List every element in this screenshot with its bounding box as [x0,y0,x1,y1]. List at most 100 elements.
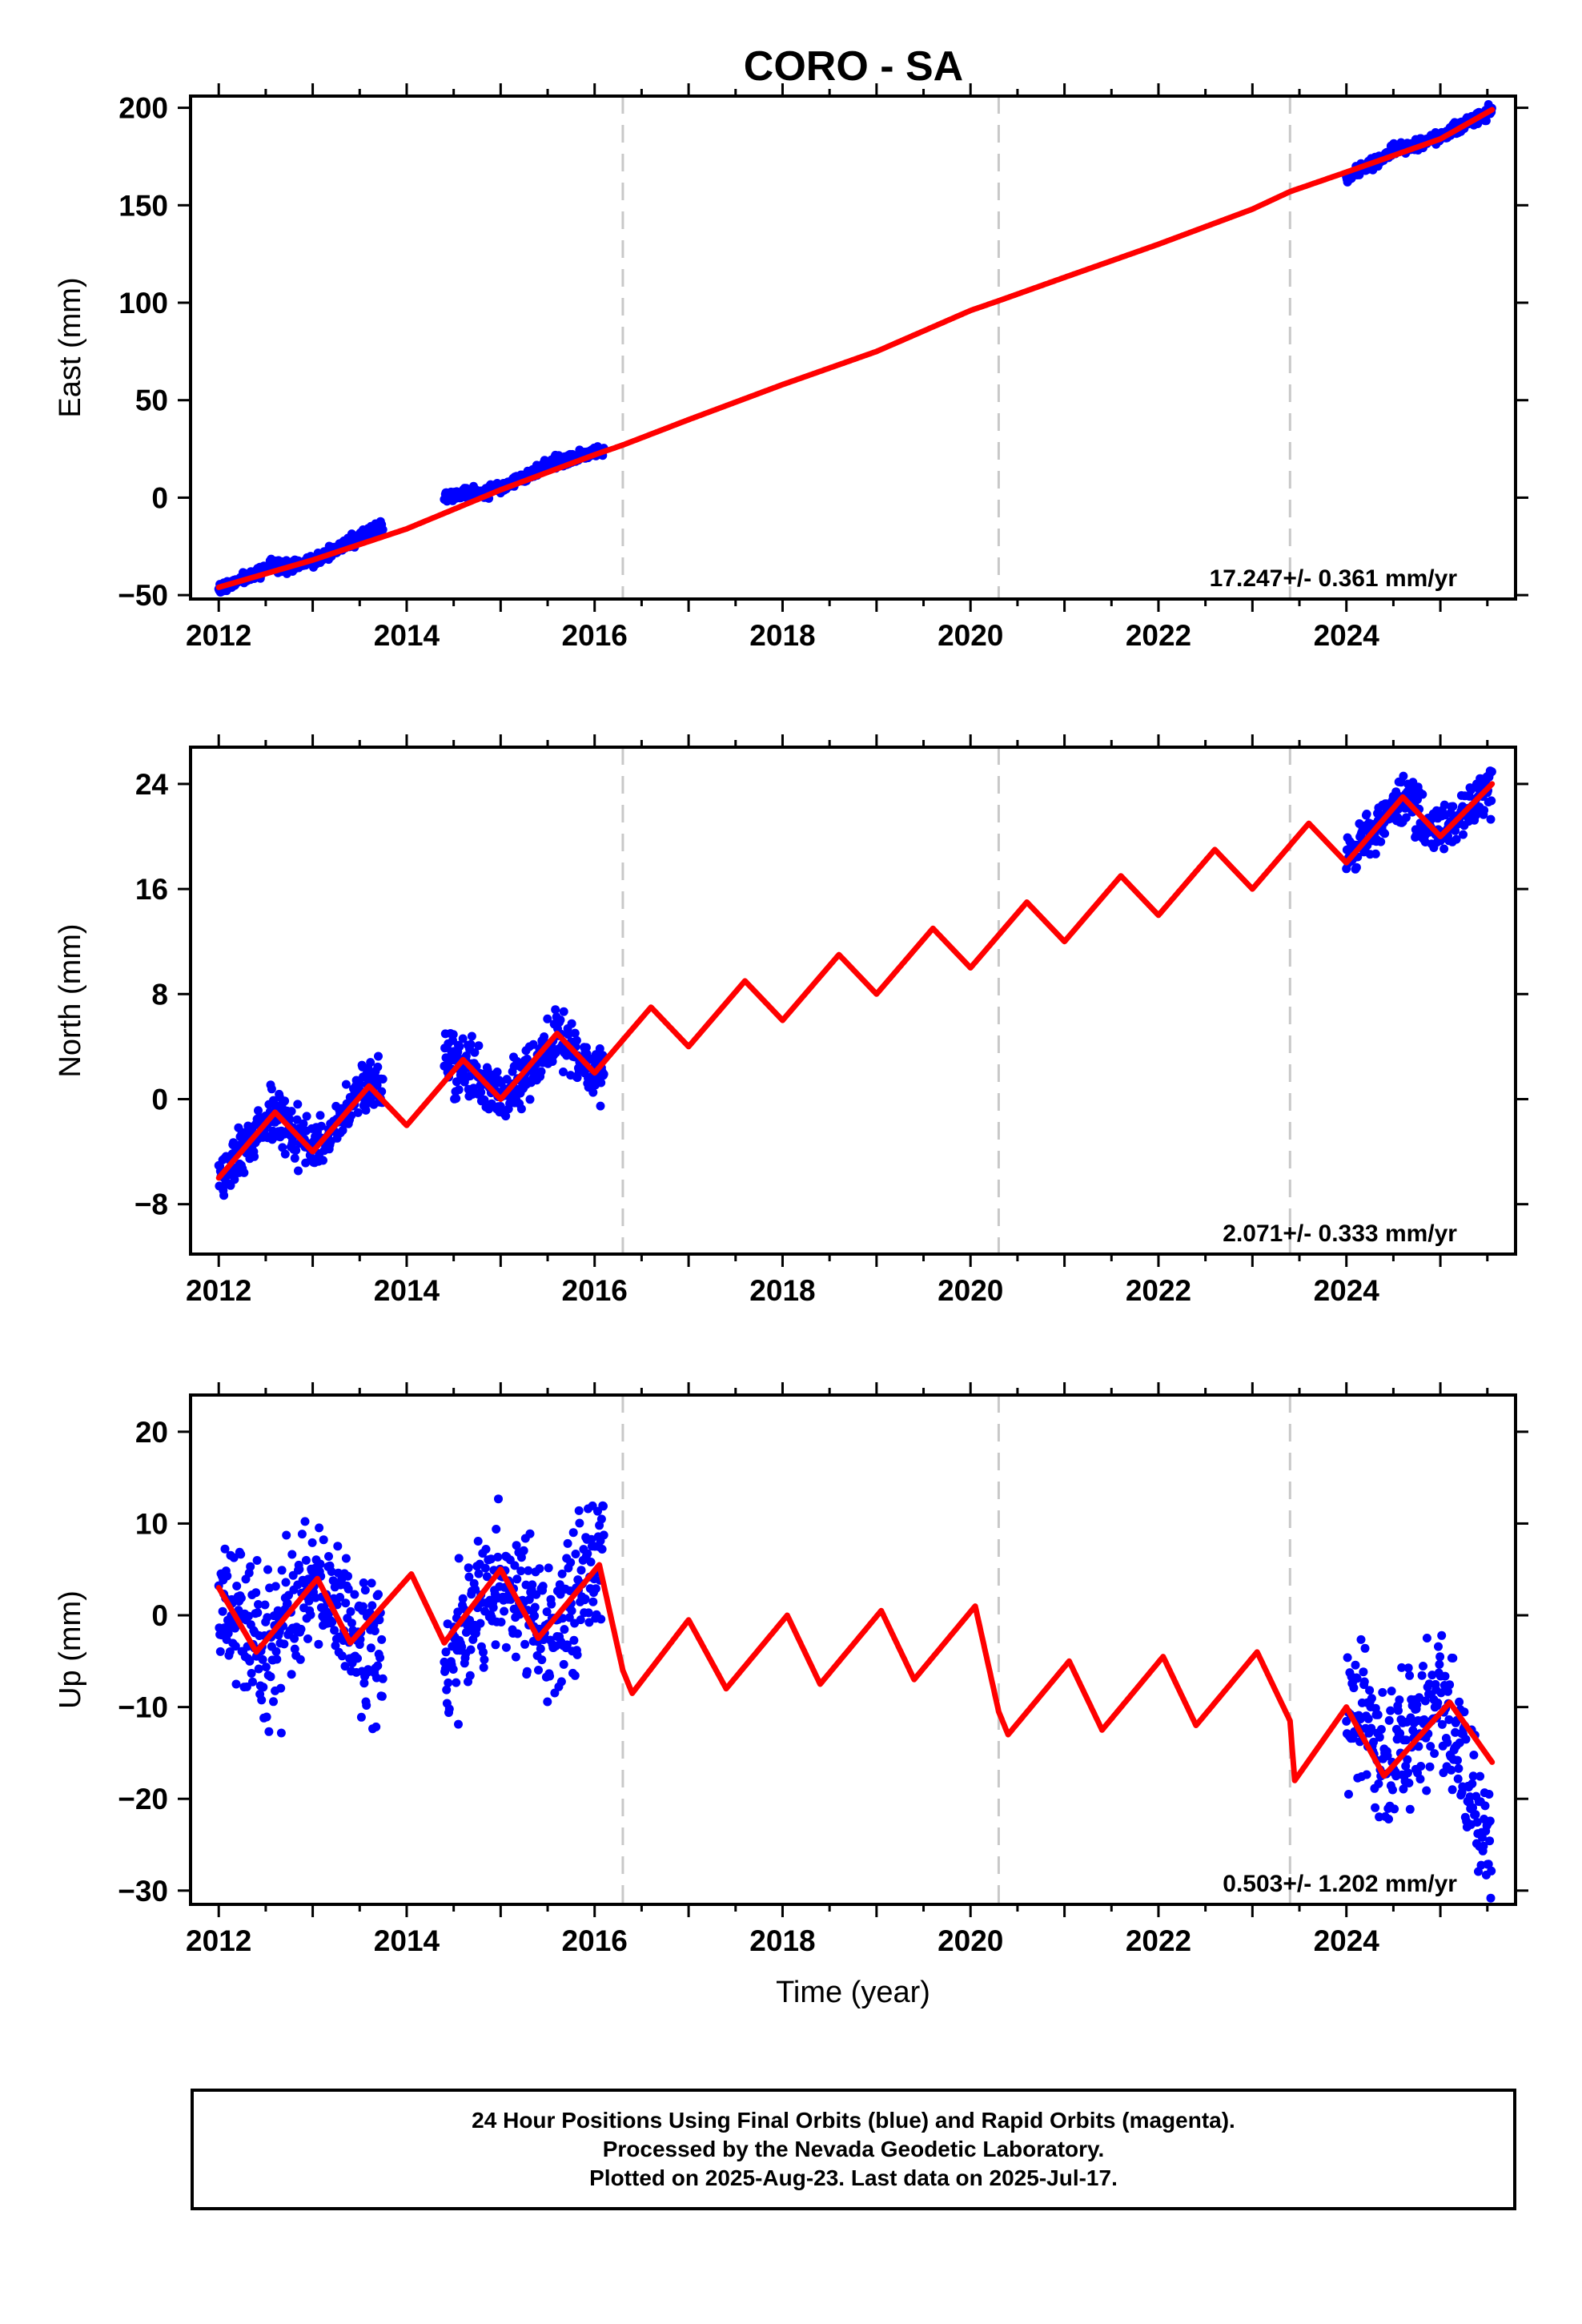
data-point [327,1567,336,1576]
data-point [1376,837,1386,846]
data-point [559,1068,568,1076]
data-point [367,1601,377,1610]
x-tick-label: 2020 [938,1924,1003,1957]
data-point [353,1654,362,1663]
data-point [1362,1770,1371,1779]
data-point [1394,1706,1403,1715]
data-point [510,1561,520,1570]
y-tick-label: −10 [118,1691,168,1724]
x-tick-label: 2022 [1126,1274,1191,1307]
data-point [474,1041,484,1051]
data-point [564,1613,574,1622]
x-tick-label: 2014 [374,619,440,652]
data-point [572,1650,582,1659]
data-point [524,1566,533,1575]
data-point [559,1007,568,1016]
x-tick-label: 2024 [1314,1274,1380,1307]
x-tick-label: 2022 [1126,1924,1191,1957]
y-tick-label: −50 [118,579,168,612]
y-tick-label: 20 [135,1416,168,1449]
rate-annotation: 17.247+/- 0.361 mm/yr [1210,565,1458,592]
data-point [1403,1663,1413,1673]
data-point [583,1549,592,1558]
data-point [580,1594,590,1603]
data-point [480,1563,490,1573]
data-point [1387,1687,1396,1696]
data-point [1479,1841,1488,1851]
data-point [536,1644,545,1654]
data-point [1468,1771,1478,1781]
data-point [496,1618,506,1626]
data-point [520,1639,530,1649]
data-point [584,1608,593,1618]
data-point [597,1545,607,1554]
data-point [366,1643,375,1653]
data-point [1403,1768,1412,1778]
data-point [246,1562,255,1571]
data-point [1430,1749,1439,1759]
data-point [341,1080,351,1089]
data-point [543,1014,552,1023]
data-point [264,1727,274,1736]
data-point [287,1107,296,1116]
data-point [1480,806,1489,815]
data-point [220,1544,230,1554]
data-point [1351,1660,1360,1670]
data-point [502,1075,512,1084]
data-point [1418,790,1427,799]
data-point [479,1663,488,1672]
data-point [474,1569,484,1578]
data-point [572,1035,581,1045]
data-point [1404,1779,1414,1787]
y-axis-label: North (mm) [54,923,87,1077]
data-point [596,1078,606,1088]
data-point [1419,1715,1429,1724]
data-point [362,1701,371,1710]
data-point [1484,1860,1493,1869]
data-point [278,1143,287,1152]
data-point [567,1019,576,1028]
data-point [1439,844,1449,854]
x-tick-label: 2012 [186,1924,251,1957]
data-point [537,1655,547,1665]
data-point [263,1565,272,1574]
model-line-east [215,107,1496,590]
data-point [1486,1893,1496,1903]
data-point [1416,1762,1426,1771]
data-point [290,1644,299,1654]
data-point [1488,1926,1496,1935]
data-point [1412,1700,1422,1710]
data-point [452,1678,461,1687]
data-point [361,1105,371,1115]
data-point [1401,1735,1411,1745]
data-point [595,1044,604,1053]
data-point [373,1661,383,1671]
data-point [1371,849,1380,858]
data-point [473,1537,483,1546]
data-point [466,1645,476,1655]
footer-line-2: Processed by the Nevada Geodetic Laborat… [602,2137,1105,2161]
data-point [596,1101,605,1111]
y-tick-label: 24 [135,768,169,801]
data-point [1443,1687,1452,1696]
data-point [556,1015,565,1025]
data-point [543,1697,552,1707]
data-point [1472,1818,1482,1827]
data-point [488,1602,498,1612]
data-point [511,1652,520,1662]
y-tick-label: 0 [151,1083,168,1116]
data-point [536,1067,546,1076]
data-point [1454,1763,1464,1773]
data-point [457,1642,467,1651]
data-point [576,1566,586,1575]
model-line-north [215,781,1496,1181]
data-point [1374,1779,1383,1788]
data-point [1435,1652,1445,1662]
data-point [444,1678,453,1687]
data-point [547,1599,556,1609]
data-point [304,1596,314,1606]
data-point [360,1586,370,1595]
data-point [1356,1634,1366,1644]
data-point [1367,1694,1376,1703]
